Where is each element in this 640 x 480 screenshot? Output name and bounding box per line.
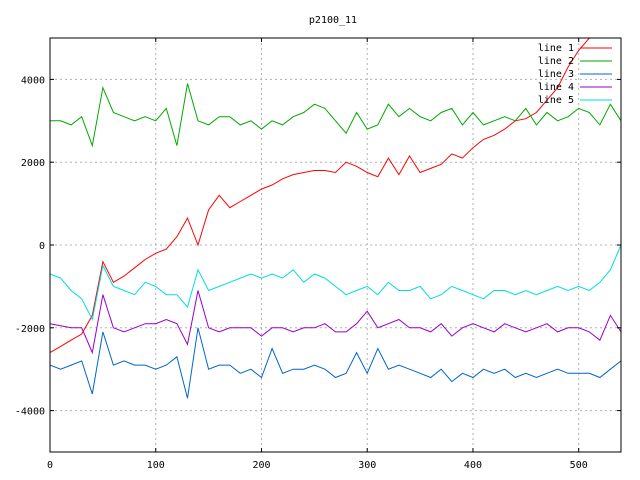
legend: line 1 line 2 line 3 line 4 line 5 [538,43,612,106]
grid [49,38,621,452]
x-tick-label: 200 [252,460,270,471]
series-line-1 [50,38,621,354]
series-line-2 [50,83,621,148]
x-tick-label: 500 [570,460,588,471]
legend-label: line 1 [538,43,574,54]
y-tick-label: -2000 [15,324,45,335]
series-line-4 [50,290,621,355]
y-tick-label: 4000 [21,75,45,86]
series-lines [50,38,621,399]
series-line-5 [50,244,621,322]
series-line-3 [50,327,621,399]
axis-ticks: 0 100 200 300 400 500 -4000 -2000 0 2000 4000 [15,38,621,471]
y-tick-label: -4000 [15,407,45,418]
chart-title: p2100_11 [309,15,357,26]
legend-label: line 5 [538,95,574,106]
x-tick-label: 100 [147,460,165,471]
x-tick-label: 300 [358,460,376,471]
x-tick-label: 400 [464,460,482,471]
y-tick-label: 0 [39,241,45,252]
legend-label: line 4 [538,82,574,93]
x-tick-label: 0 [47,460,53,471]
y-tick-label: 2000 [21,158,45,169]
legend-label: line 3 [538,69,574,80]
legend-label: line 2 [538,56,574,67]
